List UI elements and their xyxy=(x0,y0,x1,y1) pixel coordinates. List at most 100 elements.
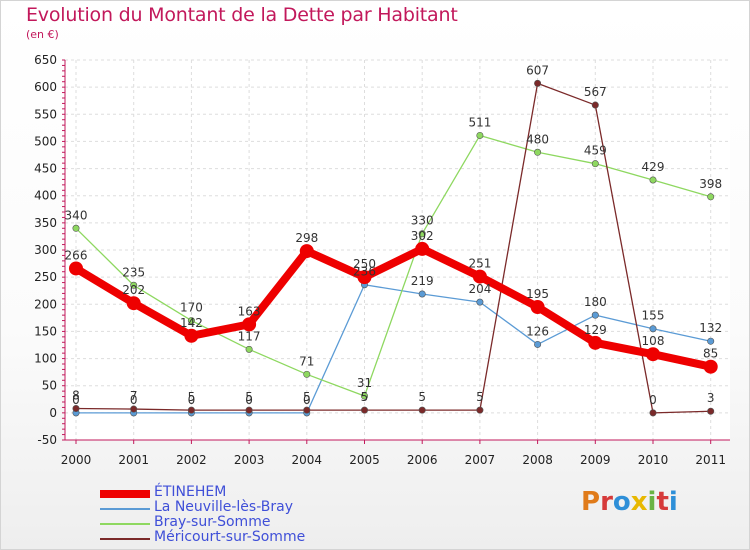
data-point xyxy=(534,148,542,156)
legend-swatch xyxy=(100,523,150,525)
data-label: 219 xyxy=(411,274,434,288)
y-tick-label: -50 xyxy=(37,433,57,447)
logo-letter: i xyxy=(668,487,678,517)
y-tick-label: 400 xyxy=(34,189,57,203)
y-tick-label: 350 xyxy=(34,216,57,230)
legend-swatch xyxy=(100,538,150,540)
data-point xyxy=(130,281,138,289)
data-point xyxy=(534,79,542,87)
data-label: 0 xyxy=(245,393,253,407)
data-label: 202 xyxy=(122,283,145,297)
data-label: 204 xyxy=(468,282,491,296)
data-point xyxy=(707,337,715,345)
data-point xyxy=(703,359,718,374)
data-label: 117 xyxy=(238,329,261,343)
data-label: 5 xyxy=(188,390,196,404)
data-label: 302 xyxy=(411,229,434,243)
data-label: 0 xyxy=(649,393,657,407)
data-point xyxy=(303,406,311,414)
data-point xyxy=(472,269,487,284)
data-label: 607 xyxy=(526,63,549,77)
logo-letter: o xyxy=(612,487,631,517)
logo-letter: P xyxy=(581,487,601,517)
data-label: 236 xyxy=(353,265,376,279)
data-label: 0 xyxy=(188,393,196,407)
data-point xyxy=(126,296,141,311)
data-label: 71 xyxy=(299,354,314,368)
data-label: 0 xyxy=(303,393,311,407)
data-label: 0 xyxy=(72,393,80,407)
logo-letter: i xyxy=(647,487,657,517)
data-point xyxy=(72,405,80,413)
data-point xyxy=(184,328,199,343)
x-tick-label: 2002 xyxy=(176,453,207,467)
data-label: 330 xyxy=(411,214,434,228)
x-tick-label: 2003 xyxy=(234,453,265,467)
x-tick-label: 2007 xyxy=(465,453,496,467)
data-point xyxy=(534,340,542,348)
data-label: 163 xyxy=(238,304,261,318)
legend-label: La Neuville-lès-Bray xyxy=(154,499,293,515)
data-label: 155 xyxy=(642,309,665,323)
series-line-2 xyxy=(75,134,711,397)
data-label: 5 xyxy=(418,390,426,404)
data-label: 180 xyxy=(584,295,607,309)
chart-subtitle: (en €) xyxy=(26,28,59,41)
data-point xyxy=(418,290,426,298)
y-tick-label: 50 xyxy=(42,379,57,393)
x-tick-label: 2001 xyxy=(118,453,149,467)
x-tick-label: 2000 xyxy=(61,453,92,467)
data-label: 340 xyxy=(65,208,88,222)
data-point xyxy=(530,300,545,314)
data-label: 31 xyxy=(357,376,372,390)
data-label: 5 xyxy=(245,390,253,404)
data-label: 8 xyxy=(72,389,80,403)
x-tick-label: 2006 xyxy=(407,453,438,467)
data-point xyxy=(187,317,195,325)
data-point xyxy=(242,317,257,332)
series-line-0 xyxy=(73,244,712,371)
data-point xyxy=(588,335,603,350)
data-label: 108 xyxy=(642,334,665,348)
data-point xyxy=(591,311,599,319)
data-point xyxy=(360,406,368,414)
data-label: 480 xyxy=(526,132,549,146)
logo-letter: r xyxy=(600,487,613,517)
x-tick-label: 2009 xyxy=(580,453,611,467)
data-point xyxy=(649,409,657,417)
data-label: 235 xyxy=(122,265,145,279)
series-line-3 xyxy=(75,82,711,414)
data-label: 5 xyxy=(476,390,484,404)
data-label: 170 xyxy=(180,301,203,315)
data-point xyxy=(476,298,484,306)
proxiti-logo: Proxiti xyxy=(581,487,678,517)
data-point xyxy=(707,407,715,415)
data-label: 567 xyxy=(584,85,607,99)
y-tick-label: 150 xyxy=(34,324,57,338)
data-label: 5 xyxy=(361,390,369,404)
data-label: 126 xyxy=(526,324,549,338)
data-point xyxy=(476,406,484,414)
data-label: 195 xyxy=(526,287,549,301)
y-tick-label: 100 xyxy=(34,352,57,366)
data-point xyxy=(646,347,660,362)
data-label: 398 xyxy=(699,177,722,191)
data-label: 298 xyxy=(295,231,318,245)
legend-swatch xyxy=(100,508,150,510)
legend-label: Bray-sur-Somme xyxy=(154,514,271,530)
data-point xyxy=(187,406,195,414)
data-point xyxy=(69,261,83,276)
x-tick-label: 2008 xyxy=(522,453,553,467)
x-tick-label: 2005 xyxy=(349,453,380,467)
y-tick-label: 450 xyxy=(34,162,57,176)
data-label: 142 xyxy=(180,316,203,330)
y-tick-label: 250 xyxy=(34,270,57,284)
data-point xyxy=(303,370,311,378)
data-point xyxy=(72,224,80,232)
data-label: 3 xyxy=(707,391,715,405)
data-point xyxy=(415,241,430,256)
data-label: 85 xyxy=(703,347,718,361)
data-point xyxy=(649,325,657,333)
data-point xyxy=(476,131,484,139)
logo-letter: x xyxy=(630,487,648,517)
